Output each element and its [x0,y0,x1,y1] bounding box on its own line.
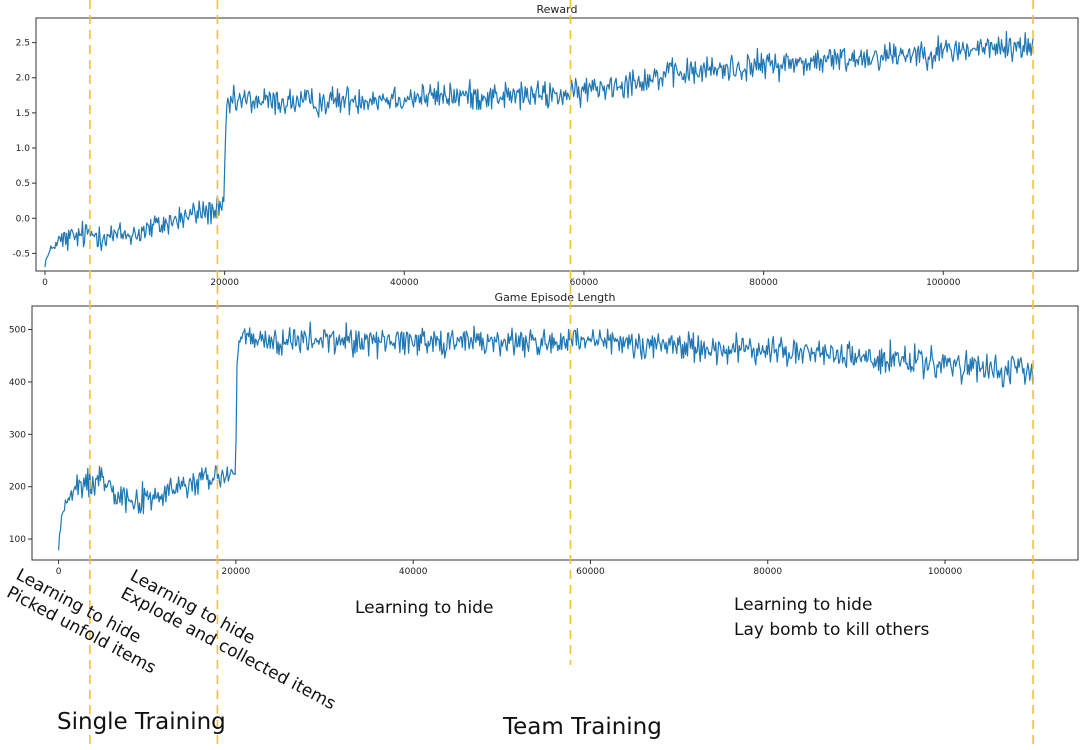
y-tick-label: 300 [9,430,26,440]
y-tick-label: 0.5 [16,179,30,189]
x-tick-label: 20000 [210,278,239,288]
reward-panel: Reward 0 20000 40000 60000 80000 100000 -0.5 0.0… [12,3,1079,288]
phase3-annotation: Learning to hide [355,598,494,618]
x-tick-label: 60000 [576,567,605,577]
x-tick-label: 20000 [222,567,251,577]
y-tick-label: 2.0 [16,74,31,84]
plot-frame [31,305,1079,561]
phase4-line1: Learning to hide [734,595,873,615]
y-tick-label: 1.5 [16,109,30,119]
x-tick-label: 40000 [390,278,419,288]
team-training-label: Team Training [503,714,662,740]
x-tick-label: 100000 [926,278,961,288]
x-tick-label: 100000 [928,567,963,577]
x-tick-label: 0 [56,567,62,577]
y-tick-label: 1.0 [16,144,31,154]
single-training-label: Single Training [57,709,226,735]
y-tick-label: 0.0 [16,214,31,224]
y-tick-label: 500 [9,326,26,336]
y-tick-label: 400 [9,378,26,388]
phase-divider-lines [89,0,1034,750]
series-line [44,30,1034,268]
x-tick-label: 80000 [749,278,778,288]
chart-title: Game Episode Length [495,291,616,304]
x-tick-label: 60000 [570,278,599,288]
plot-frame [35,17,1079,272]
x-tick-label: 40000 [399,567,428,577]
y-tick-label: 2.5 [16,39,30,49]
series-line [58,321,1035,551]
episode-length-panel: Game Episode Length 0 20000 40000 60000 80000… [9,291,1079,577]
y-tick-label: 100 [9,535,26,545]
phase4-annotation: Learning to hide Lay bomb to kill others [734,593,929,643]
x-tick-label: 80000 [753,567,782,577]
y-tick-label: 200 [9,483,26,493]
x-tick-label: 0 [42,278,48,288]
chart-title: Reward [537,3,578,16]
y-tick-label: -0.5 [12,249,30,259]
phase4-line2: Lay bomb to kill others [734,620,930,640]
